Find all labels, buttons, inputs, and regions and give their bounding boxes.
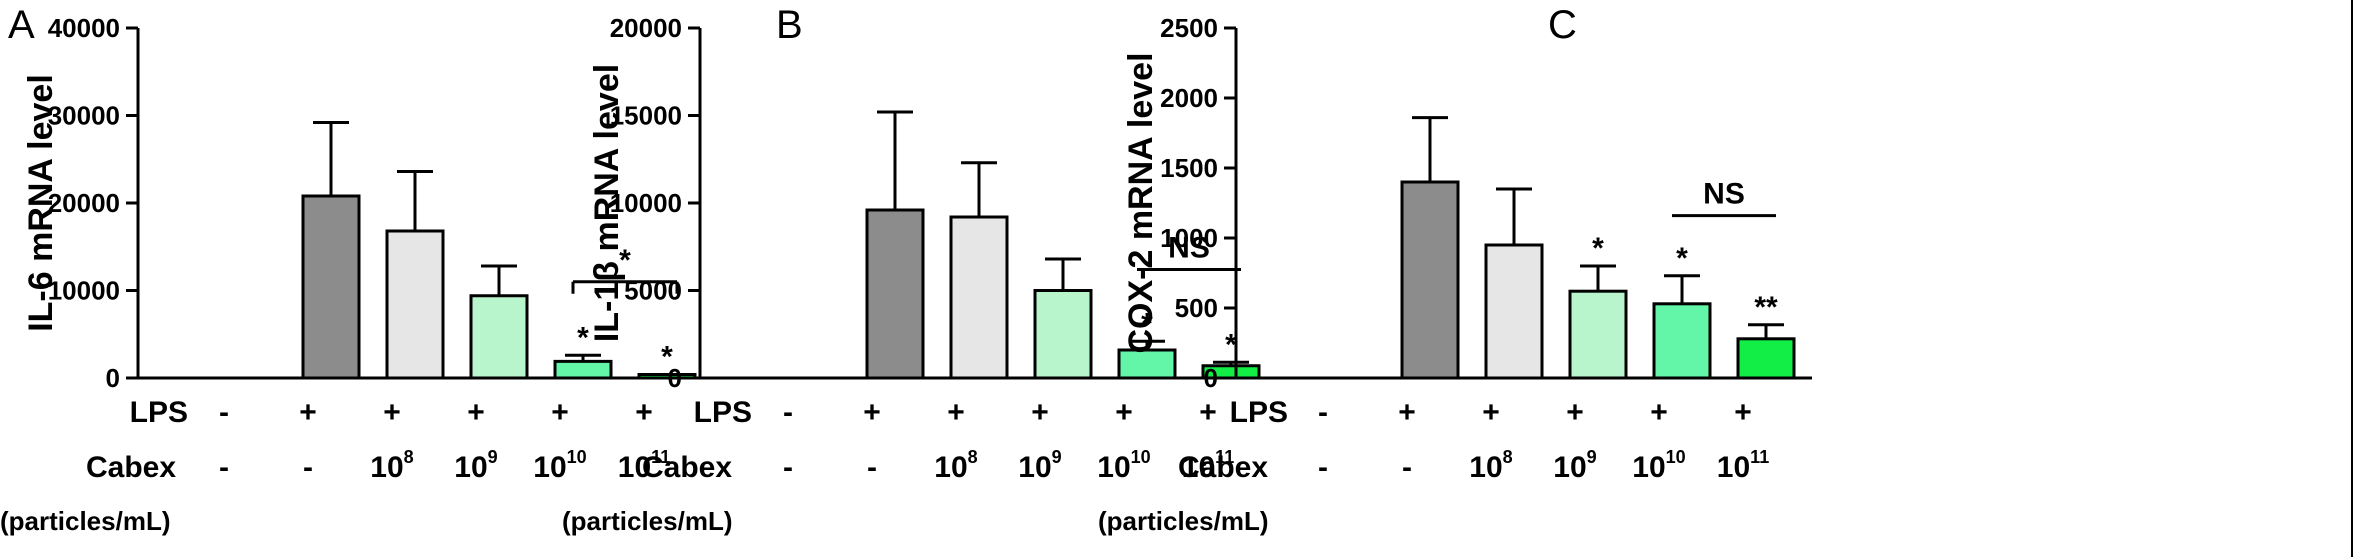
panel-A: A IL-6 mRNA level 0 10000 20000 30000 40000 * * *…	[0, 3, 713, 536]
row-label-lps: LPS	[1230, 396, 1288, 429]
cabex-value: -	[303, 451, 313, 484]
y-tick-label: 20000	[610, 13, 682, 43]
row-sublabel: (particles/mL)	[0, 506, 171, 536]
bar	[469, 294, 529, 380]
bracket-label: NS	[1703, 178, 1745, 211]
y-tick-label: 2000	[1160, 83, 1218, 113]
panel-letter: C	[1548, 3, 1577, 47]
lps-value: +	[299, 396, 317, 429]
row-label-cabex: Cabex	[642, 451, 732, 484]
panel-letter: A	[8, 3, 35, 47]
cabex-value: 1011	[618, 447, 670, 484]
cabex-value: 1011	[1182, 447, 1234, 484]
lps-value: +	[863, 396, 881, 429]
y-axis-label: COX-2 mRNA level	[1122, 52, 1160, 353]
y-tick-label: 10000	[48, 276, 120, 306]
cabex-value: -	[1402, 451, 1412, 484]
bar	[1484, 243, 1544, 380]
lps-value: +	[1031, 396, 1049, 429]
y-tick-label: 500	[1175, 293, 1218, 323]
lps-value: +	[1199, 396, 1217, 429]
y-tick-label: 0	[106, 363, 120, 393]
lps-value: -	[783, 396, 793, 429]
panel-B: BIL-1β mRNA level05000100001500020000**N…	[562, 3, 1277, 536]
lps-value: +	[635, 396, 653, 429]
cabex-value: 108	[370, 447, 413, 484]
y-tick-label: 0	[668, 363, 682, 393]
row-sublabel: (particles/mL)	[1098, 506, 1269, 536]
y-tick-label: 0	[1204, 363, 1218, 393]
cabex-value: 1011	[1717, 447, 1769, 484]
y-tick-label: 5000	[624, 276, 682, 306]
cabex-value: 109	[454, 447, 497, 484]
bar	[1400, 180, 1460, 380]
significance-label: *	[1225, 328, 1237, 361]
lps-value: -	[219, 396, 229, 429]
cabex-value: 108	[1469, 447, 1512, 484]
bar	[1652, 302, 1712, 380]
significance-label: *	[661, 341, 673, 374]
lps-value: +	[383, 396, 401, 429]
bar	[553, 359, 613, 380]
significance-label: *	[1141, 307, 1153, 340]
bar	[1117, 348, 1177, 380]
y-tick-label: 30000	[48, 101, 120, 131]
lps-value: +	[551, 396, 569, 429]
bar	[301, 194, 361, 380]
y-tick-label: 2500	[1160, 13, 1218, 43]
cabex-value: 108	[934, 447, 977, 484]
significance-label: *	[1676, 242, 1688, 275]
lps-value: +	[1115, 396, 1133, 429]
cabex-value: 1010	[1632, 447, 1685, 484]
cabex-value: -	[783, 451, 793, 484]
significance-label: **	[1754, 291, 1778, 324]
row-label-lps: LPS	[694, 396, 752, 429]
y-axis-label: IL-1β mRNA level	[588, 64, 626, 342]
row-label-lps: LPS	[130, 396, 188, 429]
row-label-cabex: Cabex	[86, 451, 176, 484]
y-axis-label: IL-6 mRNA level	[22, 74, 60, 332]
panel-letter: B	[776, 3, 803, 47]
row-label-cabex: Cabex	[1178, 451, 1268, 484]
cabex-value: -	[219, 451, 229, 484]
y-tick-label: 40000	[48, 13, 120, 43]
lps-value: +	[1482, 396, 1500, 429]
y-tick-label: 15000	[610, 101, 682, 131]
y-tick-label: 20000	[48, 188, 120, 218]
cabex-value: 1010	[1097, 447, 1150, 484]
y-tick-label: 10000	[610, 188, 682, 218]
cabex-value: 109	[1553, 447, 1596, 484]
bar	[1033, 289, 1093, 380]
significance-label: *	[1592, 232, 1604, 265]
lps-value: +	[1734, 396, 1752, 429]
bar	[1736, 337, 1796, 380]
cabex-value: 1010	[533, 447, 586, 484]
bar	[637, 373, 697, 380]
lps-value: +	[1650, 396, 1668, 429]
bar	[949, 215, 1009, 380]
cabex-value: -	[1318, 451, 1328, 484]
significance-label: *	[577, 321, 589, 354]
cabex-value: -	[867, 451, 877, 484]
bracket-label: *	[619, 244, 631, 277]
lps-value: +	[1398, 396, 1416, 429]
lps-value: +	[947, 396, 965, 429]
lps-value: -	[1318, 396, 1328, 429]
y-tick-label: 1500	[1160, 153, 1218, 183]
bar	[1568, 289, 1628, 380]
y-tick-label: 1000	[1160, 223, 1218, 253]
lps-value: +	[1566, 396, 1584, 429]
lps-value: +	[467, 396, 485, 429]
cabex-value: 109	[1018, 447, 1061, 484]
row-sublabel: (particles/mL)	[562, 506, 733, 536]
bar	[865, 208, 925, 380]
bar	[385, 229, 445, 380]
bracket-label: NS	[1168, 232, 1210, 265]
